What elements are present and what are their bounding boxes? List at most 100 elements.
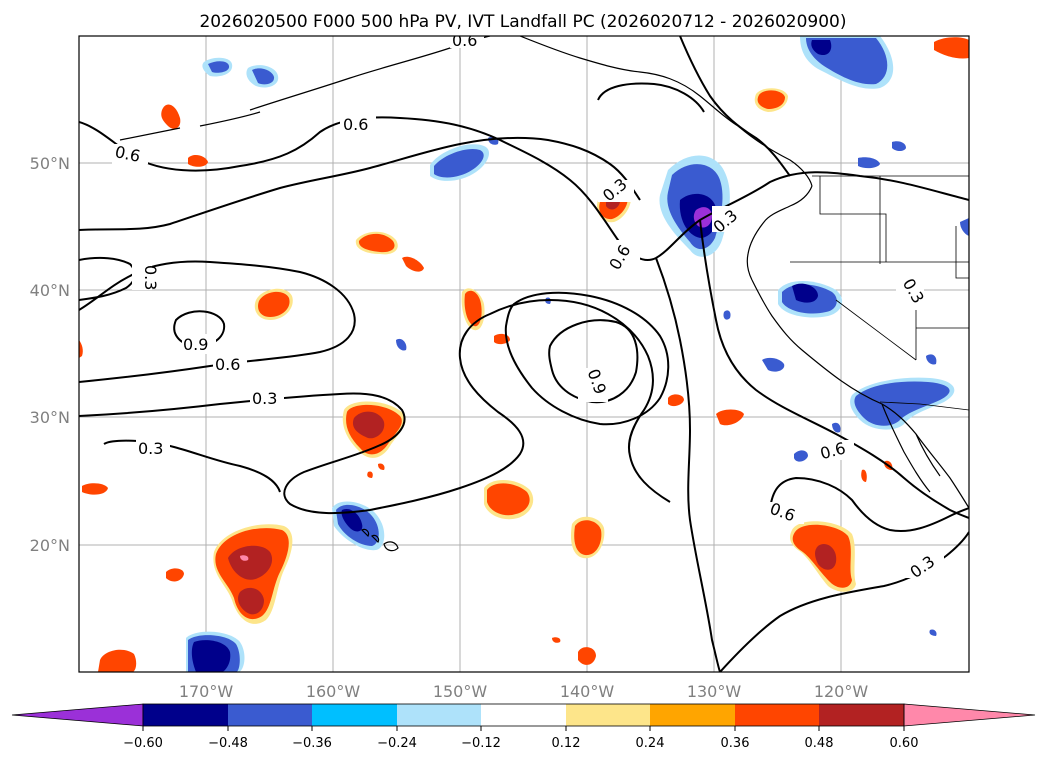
lat-tick-label: 30°N: [30, 408, 70, 427]
contour-0-3-trough: [655, 257, 721, 672]
colorbar-bin: [143, 704, 228, 726]
lat-tick-labels: 50°N 40°N 30°N 20°N: [30, 154, 70, 555]
pv-dot-8: [832, 422, 841, 433]
contour-0-3-sw: [103, 439, 281, 493]
contour-0-3-north: [79, 36, 791, 231]
pv-blob-nw-2-mid: [252, 68, 275, 85]
colorbar-bin: [481, 704, 566, 726]
pv-blob-central-30n-core: [352, 411, 385, 439]
pv-blob-north-central-mid: [434, 148, 484, 178]
pv-blob-145w-23n-mid: [487, 483, 530, 516]
contour-label: 0.6: [343, 115, 368, 134]
colorbar-extend-over: [903, 703, 1036, 727]
colorbar-bin: [228, 704, 312, 726]
colorbar-tick-label: 0.24: [636, 736, 665, 751]
pv-warm-dot-7: [668, 394, 684, 407]
mexico-border: [879, 401, 969, 411]
contour-label-bg-9: [604, 240, 640, 270]
contour-label: 0.6: [452, 31, 477, 50]
bc-coast: [746, 185, 813, 281]
contour-label: 0.9: [183, 335, 208, 354]
contour-label: 0.6: [113, 142, 142, 166]
lat-tick-label: 20°N: [30, 536, 70, 555]
lon-tick-labels: 170°W 160°W 150°W 140°W 130°W 120°W: [179, 682, 869, 701]
colorbar-bin: [397, 704, 481, 726]
lon-tick-label: 140°W: [560, 682, 615, 701]
pv-warm-dot-4: [98, 649, 137, 672]
colorbar-tick-label: −0.48: [208, 736, 248, 751]
pv-blob-157w-43n-mid: [358, 233, 395, 253]
contour-label-bg-1: [340, 114, 376, 134]
contour-0-3-south: [719, 531, 969, 672]
colorbar-tick-label: 0.12: [552, 736, 581, 751]
contour-0-9-central: [548, 319, 639, 404]
pv-blob-mexico-west-core: [815, 543, 837, 570]
contour-0-6-east: [699, 219, 969, 519]
pv-blob-subtrop-west-core: [228, 545, 273, 580]
colorbar-tick-label: −0.24: [377, 736, 417, 751]
pv-blob-153w-42n: [402, 256, 424, 272]
colorbar-tick-label: −0.60: [123, 736, 163, 751]
colorbar-tick-label: 0.36: [721, 736, 750, 751]
pv-dot-3: [858, 157, 880, 169]
pv-blob-sw-core: [191, 640, 231, 672]
contour-label-bg-12: [818, 440, 854, 460]
colorbar-bin: [650, 704, 735, 726]
pv-positive-fills: [79, 37, 969, 672]
contour-label-bg-13: [768, 502, 804, 524]
pv-blob-167w-38n-mid: [258, 291, 290, 317]
contour-label-bg-2: [112, 144, 148, 164]
colorbar-bin: [312, 704, 397, 726]
contour-label-bg-15: [896, 278, 924, 308]
aleutian-chain: [119, 111, 261, 141]
colorbar: −0.60 −0.48 −0.36 −0.24 −0.12 0.12 0.24 …: [11, 703, 1036, 751]
contour-label-bg-11: [578, 368, 608, 402]
pv-negative-fills: [186, 36, 969, 672]
pv-blob-149w-38n-mid: [464, 290, 482, 327]
pv-warm-dot-10: [552, 637, 561, 643]
pv-dot-6: [396, 338, 407, 351]
lat-tick-label: 50°N: [30, 154, 70, 173]
pv-warm-dot-3: [82, 483, 108, 495]
contour-label-bg-7: [136, 438, 170, 458]
contour-0-6-central: [504, 291, 670, 426]
colorbar-outline: [142, 703, 905, 727]
contour-label-bg-5: [213, 354, 247, 374]
contour-label: 0.3: [138, 439, 163, 458]
contour-0-3-mid: [79, 298, 671, 515]
contour-0-9-west: [173, 310, 226, 348]
pv-blob-140w-20n-mid: [574, 520, 602, 556]
colorbar-tick-label: 0.48: [805, 736, 834, 751]
pv-dot-5: [723, 310, 731, 320]
lat-tick-label: 40°N: [30, 281, 70, 300]
pv-warm-dot-14: [378, 463, 385, 470]
colorbar-bin: [735, 704, 819, 726]
colorbar-tick-label: −0.36: [292, 736, 332, 751]
pv-warm-dot-13: [79, 340, 83, 358]
contour-label-bg-16: [450, 36, 484, 48]
pv-warm-dot-15: [367, 471, 373, 478]
map-panel: 0.6 0.6 0.3 0.9 0.6 0.3 0.3 0.3 0.6 0.3 …: [79, 31, 969, 672]
colorbar-bin: [819, 704, 904, 726]
pv-warm-dot-9: [578, 647, 596, 665]
colorbar-tick-label: −0.12: [461, 736, 501, 751]
contour-label: 0.3: [141, 265, 160, 290]
contour-label: 0.6: [215, 355, 240, 374]
pv-dot-11: [960, 218, 969, 236]
pv-dot-1: [762, 357, 785, 372]
pv-blob-north-ne-core: [811, 40, 832, 56]
pv-blob-baja-mid: [854, 381, 950, 426]
pv-warm-dot-6: [716, 409, 744, 426]
pv-dot-4: [892, 141, 906, 151]
pv-warm-dot-5: [166, 568, 184, 582]
pv-blob-nw-1-mid: [208, 61, 230, 73]
colorbar-ticks: [142, 726, 905, 731]
lon-tick-label: 150°W: [433, 682, 488, 701]
contour-label: 0.3: [252, 389, 277, 408]
lon-tick-label: 120°W: [814, 682, 869, 701]
lon-tick-label: 160°W: [306, 682, 361, 701]
pv-blob-hawaii-core: [341, 508, 363, 532]
colorbar-bin: [566, 704, 650, 726]
colorbar-tick-labels: −0.60 −0.48 −0.36 −0.24 −0.12 0.12 0.24 …: [123, 736, 918, 751]
